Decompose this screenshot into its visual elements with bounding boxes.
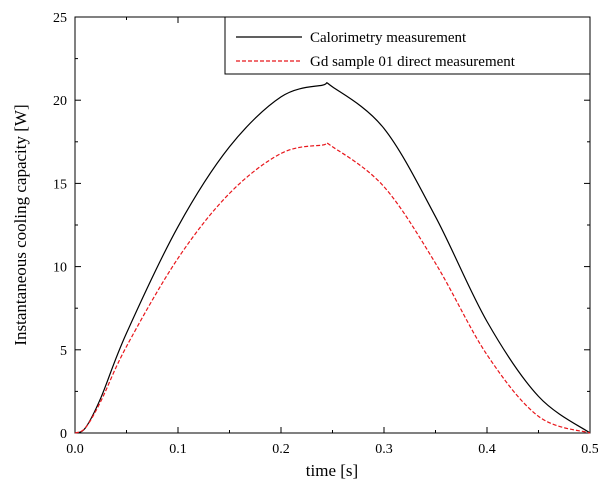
- y-tick-label: 20: [53, 94, 67, 109]
- series-line-calorimetry: [74, 82, 591, 434]
- x-tick-label: 0.3: [375, 442, 393, 457]
- y-tick-label: 0: [60, 427, 67, 442]
- x-tick-label: 0.4: [478, 442, 496, 457]
- y-axis-label: Instantaneous cooling capacity [W]: [11, 104, 30, 345]
- series-line-gd-sample: [74, 142, 591, 434]
- series-layer: [74, 82, 591, 434]
- y-tick-label: 5: [60, 344, 67, 359]
- x-axis-label: time [s]: [306, 461, 358, 480]
- x-tick-label: 0.1: [169, 442, 187, 457]
- legend-label-calorimetry: Calorimetry measurement: [310, 30, 467, 46]
- x-axis-ticks: 0.0 0.1 0.2 0.3 0.4 0.5: [66, 17, 598, 457]
- y-tick-label: 10: [53, 261, 67, 276]
- y-axis-ticks: 0 5 10 15 20 25: [53, 11, 590, 442]
- x-tick-label: 0.5: [581, 442, 598, 457]
- x-tick-label: 0.0: [66, 442, 84, 457]
- legend-label-gd-sample: Gd sample 01 direct measurement: [310, 54, 516, 70]
- legend-box: [224, 16, 591, 75]
- y-tick-label: 15: [53, 177, 67, 192]
- legend: Calorimetry measurement Gd sample 01 dir…: [224, 16, 591, 75]
- y-tick-label: 25: [53, 11, 67, 26]
- x-tick-label: 0.2: [272, 442, 290, 457]
- plot-frame: [74, 16, 591, 434]
